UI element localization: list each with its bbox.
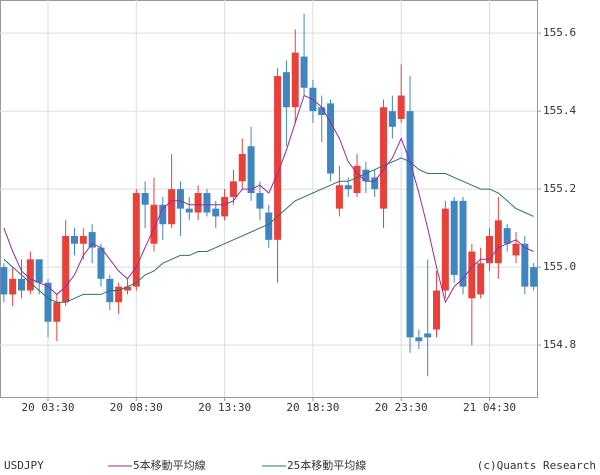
y-tick-label: 155.6: [543, 26, 576, 39]
candle-body: [132, 193, 140, 287]
x-tick-label: 20 23:30: [375, 401, 428, 414]
legend-label: 25本移動平均線: [287, 458, 366, 472]
candle-body: [212, 208, 220, 217]
candle-body: [327, 103, 335, 174]
candle-body: [318, 107, 326, 116]
candle-body: [388, 111, 396, 127]
candle-body: [362, 169, 370, 182]
candle-body: [221, 196, 229, 217]
x-tick-label: 20 13:30: [198, 401, 251, 414]
candle-body: [194, 193, 202, 213]
candle-body: [335, 185, 343, 209]
ma-line: [3, 157, 534, 303]
candle-body: [433, 290, 441, 330]
y-tick-label: 155.0: [543, 260, 576, 273]
candle-body: [415, 337, 423, 342]
candle-body: [203, 193, 211, 213]
candle-body: [70, 235, 78, 244]
candle-body: [477, 263, 485, 295]
candle-body: [530, 267, 538, 287]
candle-body: [512, 243, 520, 256]
candle-body: [344, 185, 352, 190]
candle-body: [353, 165, 361, 194]
x-tick-label: 20 08:30: [110, 401, 163, 414]
y-tick-label: 155.2: [543, 182, 576, 195]
candle-body: [300, 56, 308, 88]
candle-body: [159, 204, 167, 225]
candle-body: [291, 52, 299, 108]
candle-body: [397, 95, 405, 119]
candle-body: [494, 220, 502, 264]
candle-body: [115, 286, 123, 303]
candle-body: [97, 247, 105, 279]
candle-body: [168, 189, 176, 225]
candle-body: [176, 189, 184, 209]
candle-body: [123, 286, 131, 291]
x-tick-label: 20 03:30: [22, 401, 75, 414]
candle-body: [380, 107, 388, 209]
candle-body: [468, 251, 476, 299]
x-tick-label: 21 04:30: [463, 401, 516, 414]
y-tick-label: 154.8: [543, 338, 576, 351]
candle-body: [265, 212, 273, 240]
candle-body: [141, 193, 149, 205]
candle-body: [450, 200, 458, 275]
plot-frame: [0, 0, 538, 398]
candle-body: [238, 154, 246, 182]
candle-body: [406, 111, 414, 338]
candle-body: [229, 181, 237, 197]
candle-body: [35, 259, 43, 283]
candle-body: [53, 302, 61, 322]
candle-body: [247, 146, 255, 194]
candle-body: [521, 243, 529, 287]
x-tick-label: 20 18:30: [286, 401, 339, 414]
candle-body: [459, 200, 467, 287]
candle-body: [503, 228, 511, 244]
candle-body: [256, 193, 264, 209]
y-tick-label: 155.4: [543, 104, 576, 117]
legend-label: 5本移動平均線: [133, 458, 206, 472]
candle-body: [0, 267, 8, 295]
candle-body: [18, 278, 26, 291]
candle-body: [371, 177, 379, 190]
candle-body: [62, 235, 70, 303]
ma-line: [3, 94, 534, 304]
candle-body: [441, 208, 449, 291]
candle-body: [282, 72, 290, 108]
symbol: USDJPY: [4, 459, 44, 472]
candle-body: [88, 232, 96, 248]
candle-body: [185, 208, 193, 213]
candle-body: [274, 76, 282, 240]
candle-body: [150, 204, 158, 244]
source: (c)Quants Research: [477, 459, 596, 472]
candle-body: [424, 333, 432, 338]
candle-body: [26, 259, 34, 291]
candle-body: [44, 282, 52, 322]
candle-body: [9, 278, 17, 295]
candle-body: [79, 235, 87, 244]
candle-body: [486, 235, 493, 264]
